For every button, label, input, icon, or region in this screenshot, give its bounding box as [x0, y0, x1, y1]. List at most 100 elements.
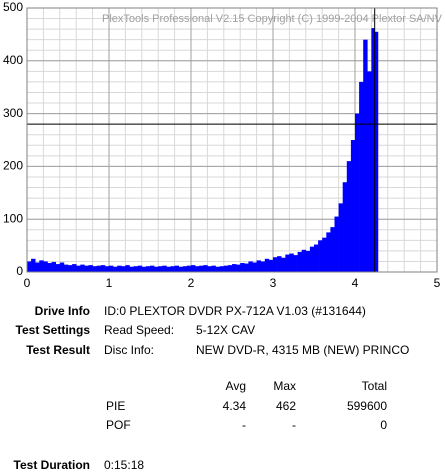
bar: [281, 257, 286, 272]
table-cell: 0: [380, 418, 387, 432]
bar: [334, 216, 339, 272]
bar: [145, 266, 151, 272]
bar: [59, 262, 65, 272]
bar: [113, 266, 118, 272]
table-cell: -: [242, 418, 246, 432]
table-cell: 599600: [347, 399, 387, 413]
label: Test Settings: [16, 323, 91, 337]
bar: [260, 261, 266, 272]
bar: [223, 265, 229, 272]
x-tick-label: 3: [270, 276, 277, 290]
key: Disc Info:: [104, 343, 154, 357]
bar: [322, 237, 327, 272]
bar: [76, 265, 81, 272]
table-header: Max: [273, 379, 296, 393]
bar: [363, 39, 368, 273]
table-cell: PIE: [106, 399, 125, 413]
bar: [374, 31, 379, 273]
bar: [211, 265, 216, 272]
bar: [63, 264, 69, 272]
table-header: Total: [362, 379, 387, 393]
bar: [117, 265, 122, 272]
table-header: Avg: [226, 379, 246, 393]
bar: [359, 81, 364, 272]
bar: [121, 266, 126, 272]
x-tick-label: 4: [352, 276, 359, 290]
bar: [158, 266, 163, 272]
bar: [236, 264, 241, 272]
bar: [150, 265, 155, 272]
label: Test Result: [26, 343, 90, 357]
table-cell: -: [292, 418, 296, 432]
bar: [182, 266, 188, 272]
bar: [309, 246, 315, 272]
bar: [47, 263, 52, 272]
plot-frame: [26, 7, 438, 273]
bar: [141, 266, 147, 272]
bar: [355, 113, 360, 272]
bar: [191, 265, 196, 272]
bar: [350, 140, 356, 272]
bar: [27, 261, 32, 272]
bar: [305, 250, 311, 272]
bar: [31, 258, 36, 272]
bar: [219, 266, 225, 272]
bar: [330, 227, 335, 272]
bar: [39, 260, 44, 272]
x-tick-label: 5: [434, 276, 441, 290]
bar: [256, 260, 261, 272]
bar: [301, 249, 307, 272]
label: Drive Info: [35, 304, 90, 318]
value: 0:15:18: [104, 458, 144, 472]
bar: [273, 257, 278, 272]
bar: [154, 266, 159, 272]
x-tick-label: 1: [106, 276, 113, 290]
bar: [199, 265, 204, 272]
bar: [166, 266, 171, 272]
bar: [326, 232, 331, 272]
table-cell: 462: [276, 399, 296, 413]
bar: [96, 265, 102, 272]
table-cell: 4.34: [223, 399, 247, 413]
bar: [104, 266, 110, 272]
key: Read Speed:: [104, 323, 174, 337]
bar: [293, 255, 298, 272]
bar: [80, 264, 85, 272]
y-tick-label: 200: [3, 159, 23, 173]
bar: [35, 262, 40, 272]
table-cell: POF: [106, 418, 131, 432]
bar: [125, 265, 130, 272]
bar: [186, 265, 192, 272]
plot: 0 1 2 3 4 5 0 100 200 300 400 500 PlexTools Professi…: [3, 0, 443, 290]
bar: [72, 264, 77, 272]
bar: [207, 266, 212, 272]
bar: [137, 265, 143, 272]
value: ID:0 PLEXTOR DVDR PX-712A V1.03 (#131644…: [104, 304, 366, 318]
bar: [195, 266, 200, 272]
bar: [297, 251, 302, 272]
chart-title: PlexTools Professional V2.15 Copyright (…: [102, 13, 443, 25]
bar: [133, 266, 138, 272]
bar: [338, 203, 343, 272]
label: Test Duration: [14, 458, 90, 472]
bar: [285, 254, 290, 272]
bar: [248, 261, 253, 272]
bar: [314, 244, 319, 272]
y-tick-label: 500: [3, 0, 23, 14]
bar: [346, 161, 352, 272]
bar: [252, 262, 257, 272]
bar: [203, 265, 208, 272]
bar: [318, 240, 323, 272]
bar: [244, 263, 249, 272]
y-tick-label: 0: [16, 264, 23, 278]
bar: [215, 266, 220, 272]
x-tick-label: 0: [24, 276, 31, 290]
bar: [264, 258, 270, 272]
value: NEW DVD-R, 4315 MB (NEW) PRINCO: [196, 343, 409, 357]
bar: [178, 266, 184, 272]
bar: [170, 266, 175, 272]
bar: [109, 265, 114, 272]
bar: [371, 28, 375, 273]
bar: [227, 265, 233, 272]
bar: [268, 259, 274, 272]
